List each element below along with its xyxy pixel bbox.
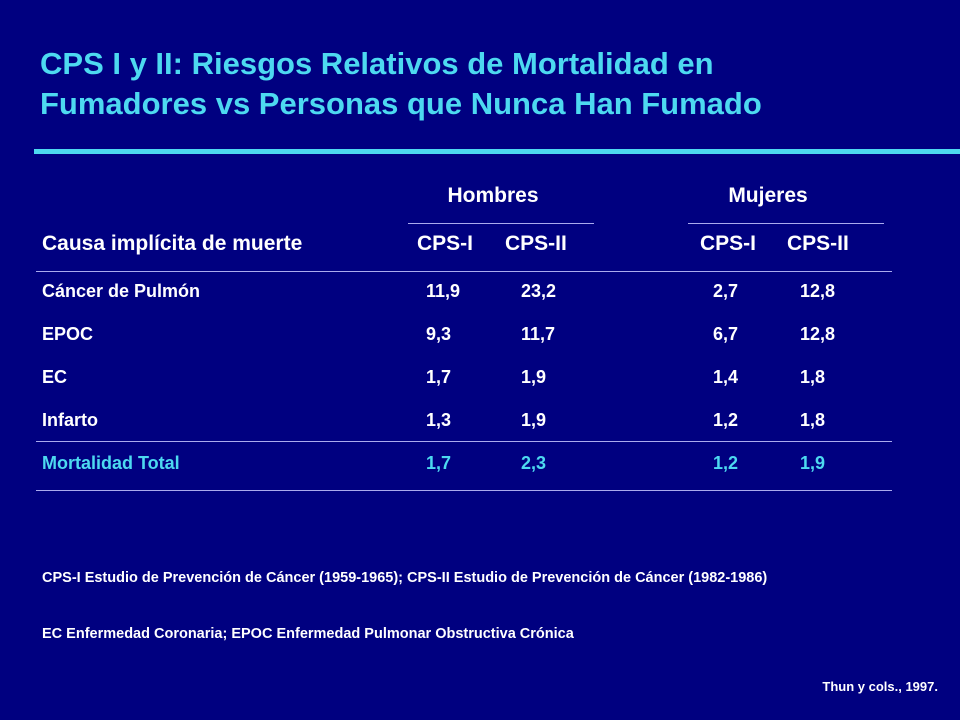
value-cell: 12,8	[800, 324, 836, 344]
value-cell: 9,3	[426, 324, 452, 344]
value-cell: 1,4	[713, 367, 739, 387]
cause-column-header: Causa implícita de muerte	[42, 232, 303, 255]
value-cell: 1,7	[426, 453, 452, 473]
value-cell: 1,9	[521, 367, 547, 387]
header-rule	[36, 271, 892, 272]
value-cell: 1,7	[426, 367, 452, 387]
col-header-hombres-cps2: CPS-II	[505, 232, 567, 255]
value-cell: 1,2	[713, 410, 739, 430]
value-cell: 11,7	[521, 324, 556, 344]
bottom-rule	[36, 490, 892, 491]
group-header-hombres: Hombres	[447, 184, 539, 207]
cause-label: EC	[42, 367, 68, 387]
col-header-mujeres-cps1: CPS-I	[700, 232, 757, 255]
value-cell: 1,9	[800, 453, 826, 473]
total-rule	[36, 441, 892, 442]
cause-label: Infarto	[42, 410, 98, 430]
title-underline	[34, 149, 960, 154]
value-cell: 11,9	[426, 281, 461, 301]
value-cell: 1,3	[426, 410, 452, 430]
value-cell: 1,2	[713, 453, 739, 473]
group-rule-mujeres	[688, 223, 884, 224]
value-cell: 1,8	[800, 410, 826, 430]
source-citation: Thun y cols., 1997.	[822, 679, 938, 694]
cause-label: Cáncer de Pulmón	[42, 281, 201, 301]
value-cell: 1,9	[521, 410, 547, 430]
value-cell: 23,2	[521, 281, 557, 301]
title-line-2: Fumadores vs Personas que Nunca Han Fuma…	[40, 86, 762, 121]
col-header-hombres-cps1: CPS-I	[417, 232, 474, 255]
value-cell: 2,3	[521, 453, 547, 473]
value-cell: 1,8	[800, 367, 826, 387]
title-line-1: CPS I y II: Riesgos Relativos de Mortali…	[40, 46, 714, 81]
group-rule-hombres	[408, 223, 594, 224]
cause-label: Mortalidad Total	[42, 453, 180, 473]
value-cell: 6,7	[713, 324, 739, 344]
slide-title: CPS I y II: Riesgos Relativos de Mortali…	[40, 44, 940, 124]
footnote-abbreviations-cps: CPS-I Estudio de Prevención de Cáncer (1…	[42, 570, 768, 586]
cause-label: EPOC	[42, 324, 94, 344]
value-cell: 2,7	[713, 281, 739, 301]
value-cell: 12,8	[800, 281, 836, 301]
footnote-abbreviations-ec-epoc: EC Enfermedad Coronaria; EPOC Enfermedad…	[42, 626, 574, 642]
col-header-mujeres-cps2: CPS-II	[787, 232, 849, 255]
group-header-mujeres: Mujeres	[728, 184, 808, 207]
